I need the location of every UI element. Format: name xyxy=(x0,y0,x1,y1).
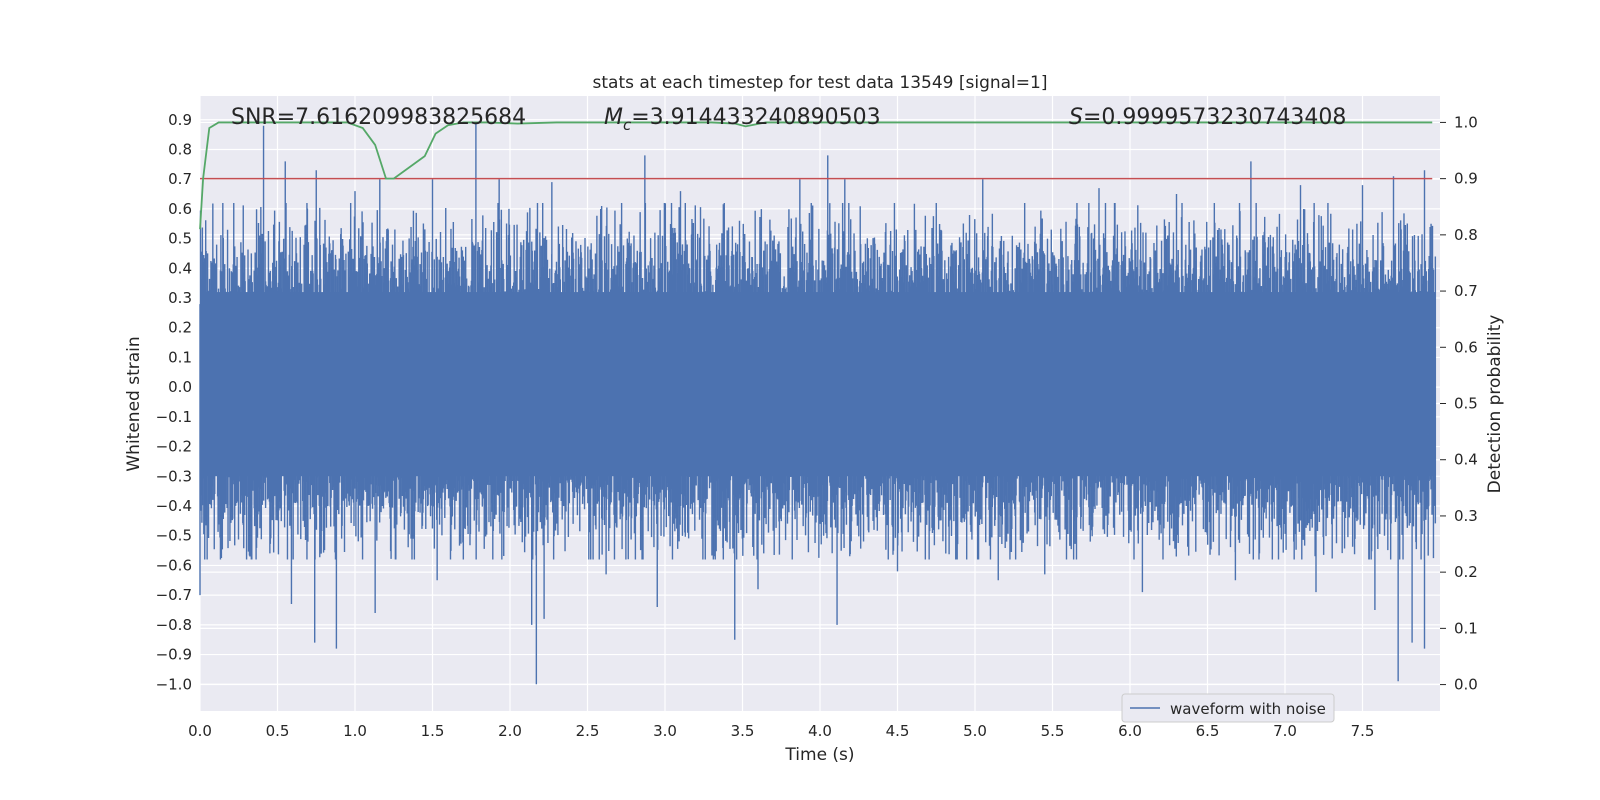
chart-title: stats at each timestep for test data 135… xyxy=(593,73,1048,93)
y-left-tick-label: −0.5 xyxy=(156,527,192,545)
snr-annotation: SNR=7.616209983825684 xyxy=(231,105,526,130)
y-left-tick-label: −0.2 xyxy=(156,438,192,456)
y-right-tick-label: 1.0 xyxy=(1454,113,1478,131)
y-right-tick-label: 0.4 xyxy=(1454,451,1478,469)
y-left-tick-label: 0.0 xyxy=(168,378,192,396)
x-tick-label: 3.5 xyxy=(731,722,755,740)
legend-box xyxy=(1121,693,1335,723)
chirp-mass-value: =3.914433240890503 xyxy=(631,105,880,130)
y-left-tick-label: −1.0 xyxy=(156,675,192,693)
x-tick-label: 1.5 xyxy=(421,722,445,740)
legend-label-waveform: waveform with noise xyxy=(1170,700,1326,718)
x-tick-label: 4.5 xyxy=(886,722,910,740)
y-left-tick-label: −0.4 xyxy=(156,497,192,515)
x-tick-label: 0.5 xyxy=(266,722,290,740)
chirp-mass-symbol: M xyxy=(604,105,623,130)
y-left-tick-label: 0.2 xyxy=(168,319,192,337)
s-annotation: S=0.9999573230743408 xyxy=(1069,105,1346,130)
chirp-mass-annotation: Mc=3.914433240890503 xyxy=(604,105,881,134)
legend: waveform with noise xyxy=(1121,693,1335,723)
s-symbol: S xyxy=(1069,105,1083,130)
waveform-series xyxy=(199,122,1437,685)
s-value: =0.9999573230743408 xyxy=(1083,105,1346,130)
y-right-tick-label: 0.5 xyxy=(1454,395,1478,413)
y-right-tick-label: 0.0 xyxy=(1454,676,1478,694)
y-left-tick-label: −0.7 xyxy=(156,586,192,604)
x-tick-label: 4.0 xyxy=(808,722,832,740)
y-right-tick-label: 0.1 xyxy=(1454,619,1478,637)
chirp-mass-subscript: c xyxy=(623,116,632,134)
waveform-core xyxy=(200,292,1436,477)
y-right-tick-label: 0.8 xyxy=(1454,226,1478,244)
x-axis-label: Time (s) xyxy=(784,745,854,765)
detection-probability-line xyxy=(199,121,1433,230)
x-tick-label: 7.5 xyxy=(1351,722,1375,740)
x-tick-label: 2.5 xyxy=(576,722,600,740)
x-tick-label: 2.0 xyxy=(498,722,522,740)
y-right-tick-label: 0.7 xyxy=(1454,282,1478,300)
axis-ticks: 0.0 0.5 1.0 1.5 2.0 2.5 3.0 3.5 4.0 4.5 5.0 5.5 6.0 6… xyxy=(156,111,1478,740)
x-tick-label: 7.0 xyxy=(1273,722,1297,740)
y-left-tick-label: 0.1 xyxy=(168,348,192,366)
y-left-tick-label: −0.9 xyxy=(156,646,192,664)
y-right-tick-label: 0.3 xyxy=(1454,507,1478,525)
y-right-tick-label: 0.2 xyxy=(1454,563,1478,581)
y-right-tick-label: 0.6 xyxy=(1454,338,1478,356)
x-tick-label: 0.0 xyxy=(188,722,212,740)
x-tick-label: 1.0 xyxy=(343,722,367,740)
y-left-tick-label: 0.7 xyxy=(168,170,192,188)
y-right-tick-label: 0.9 xyxy=(1454,170,1478,188)
y-axis-right-label: Detection probability xyxy=(1485,315,1505,494)
x-tick-label: 5.0 xyxy=(963,722,987,740)
x-tick-label: 6.0 xyxy=(1118,722,1142,740)
y-left-tick-label: 0.6 xyxy=(168,200,192,218)
y-left-tick-label: −0.6 xyxy=(156,556,192,574)
y-left-tick-label: −0.3 xyxy=(156,467,192,485)
overlay-series xyxy=(199,121,1433,230)
x-tick-label: 5.5 xyxy=(1041,722,1065,740)
y-left-tick-label: 0.5 xyxy=(168,230,192,248)
y-left-tick-label: −0.8 xyxy=(156,616,192,634)
y-left-tick-label: −0.1 xyxy=(156,408,192,426)
y-left-tick-label: 0.3 xyxy=(168,289,192,307)
x-tick-label: 3.0 xyxy=(653,722,677,740)
y-axis-left-label: Whitened strain xyxy=(124,336,144,471)
y-left-tick-label: 0.4 xyxy=(168,259,192,277)
x-tick-label: 6.5 xyxy=(1196,722,1220,740)
y-left-tick-label: 0.8 xyxy=(168,140,192,158)
y-left-tick-label: 0.9 xyxy=(168,111,192,129)
